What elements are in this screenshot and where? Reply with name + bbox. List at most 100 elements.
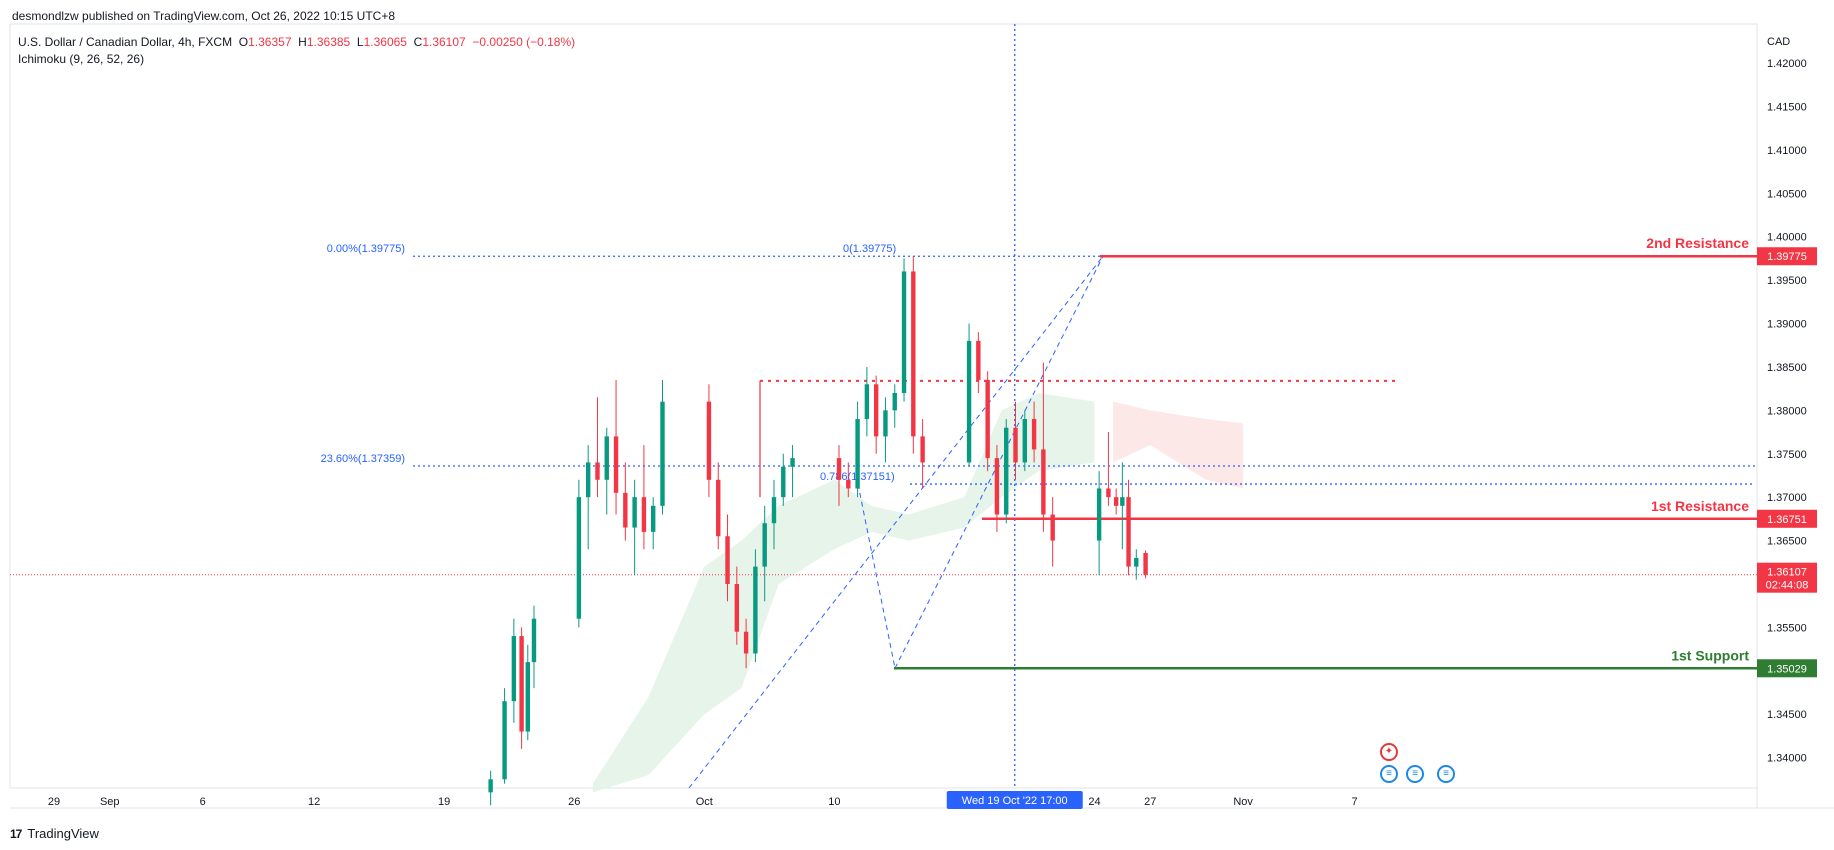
candle-body <box>651 505 656 532</box>
candle-body <box>660 401 665 506</box>
candle-body <box>920 436 925 463</box>
price-tick-label: 1.39500 <box>1767 275 1807 287</box>
bearish-cloud <box>1113 401 1244 489</box>
time-tick-label: 24 <box>1088 796 1100 808</box>
current-price-label: 1.36107 <box>1767 567 1807 579</box>
time-tick-label: Sep <box>100 796 120 808</box>
candle-body <box>519 636 524 732</box>
candle-body <box>488 779 493 793</box>
fib-label: 23.60%(1.37359) <box>321 453 405 465</box>
candle-body <box>716 479 721 537</box>
time-tick-label: Oct <box>696 796 713 808</box>
time-tick-label: 26 <box>568 796 580 808</box>
candle-body <box>604 436 609 480</box>
candle-body <box>632 497 637 528</box>
high-value: 1.36385 <box>306 35 351 49</box>
brand-name: TradingView <box>27 826 99 841</box>
candle-body <box>502 701 507 780</box>
ichimoku-cloud <box>592 392 1244 793</box>
candle-body <box>595 462 600 480</box>
price-tick-label: 1.40500 <box>1767 188 1807 200</box>
bullish-cloud <box>592 392 1095 793</box>
current-price-badge <box>1757 562 1817 593</box>
time-tick-label: Nov <box>1233 796 1253 808</box>
price-tick-label: 1.41500 <box>1767 101 1807 113</box>
crosshair-time-box <box>946 791 1083 809</box>
price-tick-label: 1.37000 <box>1767 492 1807 504</box>
candle-body <box>743 631 749 654</box>
level-price-label: 1.35029 <box>1767 663 1807 675</box>
time-tick-label: 27 <box>1144 796 1156 808</box>
candle-body <box>1134 557 1139 567</box>
footer-brand[interactable]: 17 TradingView <box>10 826 99 841</box>
candle-body <box>725 536 730 584</box>
candle-body <box>1013 427 1018 463</box>
candle-body <box>1120 497 1125 506</box>
crosshair-time-label: Wed 19 Oct '22 17:00 <box>962 795 1068 807</box>
candle-body <box>1096 488 1102 541</box>
countdown-label: 02:44:08 <box>1766 580 1809 592</box>
level-price-badge <box>1757 509 1817 528</box>
level-price-label: 1.39775 <box>1767 251 1807 263</box>
candle-body <box>1031 419 1037 450</box>
time-tick-label: 29 <box>48 796 60 808</box>
fib-label: 0.00%(1.39775) <box>327 243 405 255</box>
candle-body <box>864 384 870 420</box>
candle-body <box>985 379 990 459</box>
candle-body <box>892 392 897 411</box>
time-tick-label: 6 <box>200 796 206 808</box>
fib-trend-line <box>894 256 1104 669</box>
candle-body <box>1050 514 1055 541</box>
level-label: 1st Support <box>1671 647 1749 663</box>
high-label: H <box>298 35 307 49</box>
candle-body <box>790 458 795 467</box>
candle-body <box>901 271 907 393</box>
price-tick-label: 1.40000 <box>1767 232 1807 244</box>
candle-body <box>1004 427 1009 515</box>
candle-body <box>641 497 647 532</box>
fib-trend-line <box>688 255 1104 789</box>
candle-body <box>836 458 842 480</box>
time-tick-label: 12 <box>308 796 320 808</box>
candle-body <box>511 636 517 702</box>
symbol-legend[interactable]: U.S. Dollar / Canadian Dollar, 4h, FXCM … <box>18 35 575 49</box>
published-line: desmondlzw published on TradingView.com,… <box>12 9 396 23</box>
candle-body <box>911 271 916 437</box>
candle-body <box>531 618 537 663</box>
candles <box>488 255 1148 806</box>
candle-body <box>762 523 767 567</box>
close-label: C <box>413 35 423 49</box>
us-flag-icon[interactable]: ≡ <box>1380 765 1398 783</box>
price-tick-label: 1.41000 <box>1767 145 1807 157</box>
candle-body <box>623 492 628 528</box>
price-tick-label: 1.36500 <box>1767 536 1807 548</box>
candle-body <box>1041 449 1046 515</box>
fib-trend-line <box>857 483 896 669</box>
level-label: 2nd Resistance <box>1646 235 1749 251</box>
level-price-badge <box>1757 247 1817 266</box>
chart-grid <box>9 23 1834 809</box>
candle-body <box>1113 497 1119 506</box>
candle-body <box>576 497 582 619</box>
candle-body <box>873 384 879 437</box>
chart-frame <box>9 23 1758 789</box>
change-value: −0.00250 (−0.18%) <box>472 35 576 49</box>
us-flag-icon[interactable]: ≡ <box>1437 765 1455 783</box>
fib-retracement: 0.00%(1.39775)23.60%(1.37359)0(1.39775)0… <box>321 243 1755 789</box>
candle-body <box>706 401 712 480</box>
indicator-legend[interactable]: Ichimoku (9, 26, 52, 26) <box>18 52 145 66</box>
price-tick-label: 1.34000 <box>1767 753 1807 765</box>
candle-body <box>1106 488 1111 498</box>
canada-flag-icon[interactable]: ✦ <box>1380 743 1398 761</box>
candle-body <box>883 410 888 437</box>
candle-body <box>753 566 758 654</box>
price-tick-label: 1.42000 <box>1767 58 1807 70</box>
level-label: 1st Resistance <box>1651 498 1749 514</box>
us-flag-icon[interactable]: ≡ <box>1406 765 1424 783</box>
price-tick-label: 1.37500 <box>1767 449 1807 461</box>
candle-body <box>994 458 1000 515</box>
candle-body <box>734 583 740 632</box>
currency-label: CAD <box>1767 36 1790 48</box>
level-price-badge <box>1757 659 1817 678</box>
